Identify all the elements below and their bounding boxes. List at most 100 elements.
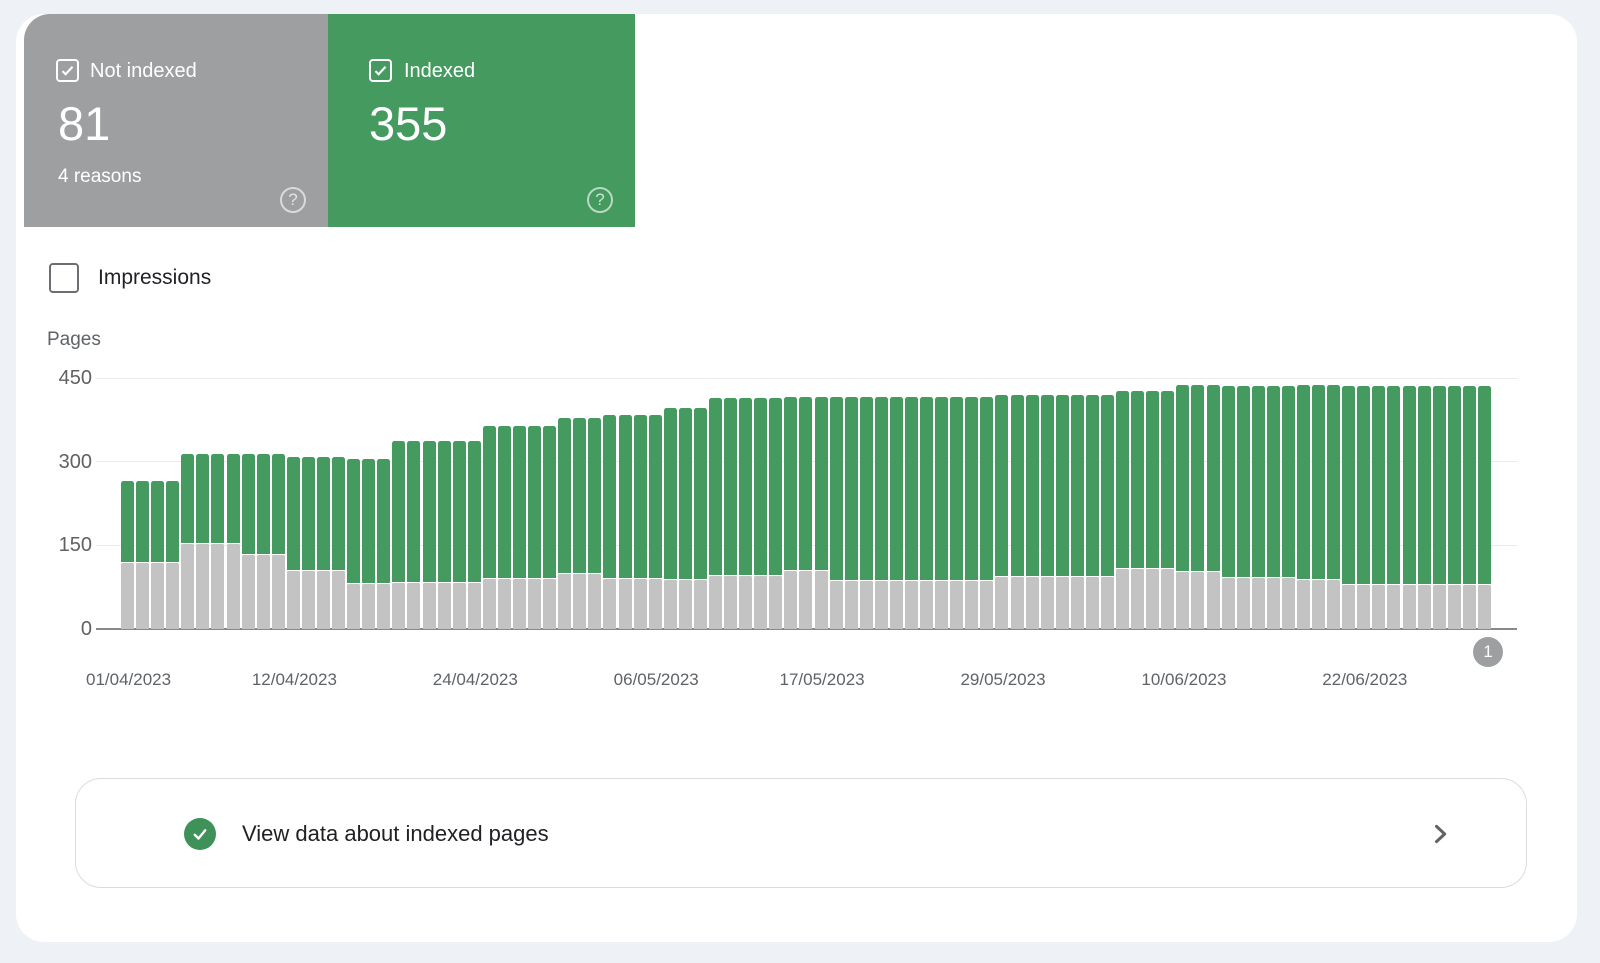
bar-segment-not-indexed <box>1251 577 1265 629</box>
bar <box>784 397 798 629</box>
bar-segment-indexed <box>301 457 315 570</box>
bar-segment-not-indexed <box>286 570 300 629</box>
bar <box>844 397 858 629</box>
bar <box>995 395 1009 629</box>
bar-segment-not-indexed <box>1146 568 1160 629</box>
chevron-right-icon <box>1434 824 1447 844</box>
bar-segment-not-indexed <box>648 578 662 629</box>
checkmark-icon <box>61 66 74 76</box>
bar-segment-not-indexed <box>859 580 873 629</box>
bar <box>121 481 134 629</box>
not-indexed-reasons: 4 reasons <box>58 166 142 187</box>
not-indexed-card[interactable]: Not indexed 81 4 reasons ? <box>24 14 328 227</box>
bar-segment-indexed <box>1281 386 1295 577</box>
bar-segment-not-indexed <box>874 580 888 629</box>
bar-segment-indexed <box>558 418 572 573</box>
bar-segment-not-indexed <box>467 582 481 629</box>
impressions-label: Impressions <box>98 266 212 289</box>
bar-segment-not-indexed <box>754 575 768 629</box>
bar <box>889 397 903 629</box>
pagination-badge[interactable]: 1 <box>1473 637 1503 667</box>
bar-segment-indexed <box>1176 385 1190 571</box>
bar-segment-indexed <box>1251 386 1265 577</box>
bar-segment-not-indexed <box>678 579 692 629</box>
bar-segment-not-indexed <box>1085 576 1099 629</box>
not-indexed-checkbox[interactable] <box>56 59 79 82</box>
bar <box>1462 386 1476 629</box>
bar <box>332 457 346 629</box>
bar-segment-not-indexed <box>1131 568 1145 629</box>
bar <box>814 397 828 629</box>
bar <box>256 454 270 629</box>
bar-segment-not-indexed <box>1402 584 1416 629</box>
pages-chart: Pages 1 0 150 300 450 01/04/2023 12/04/2023 24… <box>16 14 1577 942</box>
bar-segment-indexed <box>573 418 587 573</box>
bar-segment-indexed <box>1055 395 1069 576</box>
help-icon[interactable]: ? <box>587 187 613 213</box>
bar <box>1327 385 1341 629</box>
bar-segment-not-indexed <box>121 562 134 629</box>
bar-segment-indexed <box>226 454 240 543</box>
x-tick-label: 12/04/2023 <box>251 670 337 689</box>
bar-segment-indexed <box>754 398 768 575</box>
bar-segment-indexed <box>1040 395 1054 576</box>
bar-segment-indexed <box>1266 386 1280 577</box>
bar-segment-indexed <box>709 398 722 575</box>
indexed-card[interactable]: Indexed 355 ? <box>328 14 635 227</box>
help-icon[interactable]: ? <box>280 187 306 213</box>
bar-segment-indexed <box>633 415 647 578</box>
bar-segment-not-indexed <box>1447 584 1461 629</box>
bar <box>663 408 677 629</box>
bar-segment-not-indexed <box>332 570 346 629</box>
y-tick-label: 450 <box>58 367 92 389</box>
bar-segment-indexed <box>1236 386 1250 577</box>
bar-segment-indexed <box>603 415 617 578</box>
bar <box>136 481 150 629</box>
bar-segment-indexed <box>377 459 391 583</box>
bar-segment-not-indexed <box>709 575 722 629</box>
bar-segment-not-indexed <box>1101 576 1114 629</box>
bar-segment-not-indexed <box>905 580 918 629</box>
bar-segment-not-indexed <box>1025 576 1039 629</box>
bar <box>1010 395 1024 629</box>
indexed-checkbox[interactable] <box>369 59 392 82</box>
bar-segment-not-indexed <box>1312 579 1326 629</box>
bar-segment-not-indexed <box>1342 584 1356 629</box>
impressions-checkbox[interactable] <box>49 263 79 293</box>
indexed-count: 355 <box>369 97 448 150</box>
bar <box>693 408 707 629</box>
not-indexed-label: Not indexed <box>90 60 197 82</box>
bar-segment-not-indexed <box>663 579 677 629</box>
bar-segment-indexed <box>1357 386 1371 584</box>
bar-segment-indexed <box>905 397 918 580</box>
bar-segment-not-indexed <box>1221 577 1235 629</box>
bar-segment-not-indexed <box>241 554 255 629</box>
bar-segment-not-indexed <box>965 580 979 629</box>
bar-segment-indexed <box>151 481 165 562</box>
bar <box>1236 386 1250 629</box>
bar <box>211 454 225 629</box>
bar-segment-not-indexed <box>558 573 572 629</box>
bar-segment-indexed <box>1161 391 1175 568</box>
bar-segment-not-indexed <box>452 582 466 629</box>
bar-segment-indexed <box>1417 386 1431 584</box>
check-circle-icon <box>184 818 216 850</box>
bar <box>1025 395 1039 629</box>
bar <box>874 397 888 629</box>
view-data-button[interactable]: View data about indexed pages <box>75 778 1527 888</box>
bar <box>1116 391 1130 629</box>
bar-segment-indexed <box>467 441 481 582</box>
x-tick-label: 29/05/2023 <box>960 670 1046 689</box>
x-tick-label: 01/04/2023 <box>85 670 172 689</box>
bar-segment-indexed <box>1372 386 1386 584</box>
bar <box>1447 386 1461 629</box>
bar-segment-indexed <box>1025 395 1039 576</box>
y-tick-label: 300 <box>58 450 92 473</box>
bar <box>437 441 451 629</box>
bar-segment-indexed <box>1070 395 1084 576</box>
bar-segment-not-indexed <box>377 583 391 629</box>
bar <box>497 426 511 629</box>
bar-segment-indexed <box>1297 385 1310 579</box>
bar <box>709 398 722 629</box>
bar-segment-indexed <box>1085 395 1099 576</box>
